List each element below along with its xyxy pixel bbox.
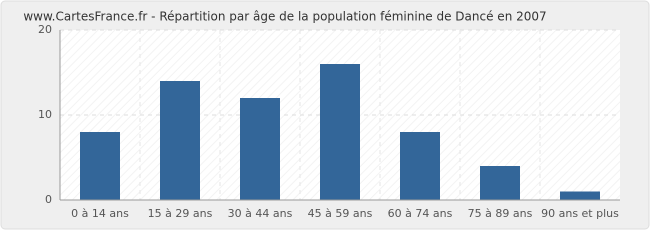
- x-tick-label: 0 à 14 ans: [71, 207, 129, 220]
- bar: [240, 98, 280, 200]
- x-tick-label: 75 à 89 ans: [468, 207, 533, 220]
- x-tick-label: 15 à 29 ans: [148, 207, 213, 220]
- bar: [320, 64, 360, 200]
- y-tick-label: 10: [38, 108, 52, 121]
- chart: www.CartesFrance.fr - Répartition par âg…: [0, 0, 650, 230]
- bar: [480, 166, 520, 200]
- x-tick-label: 60 à 74 ans: [388, 207, 453, 220]
- x-tick-label: 30 à 44 ans: [228, 207, 293, 220]
- bar: [80, 132, 120, 200]
- y-tick-label: 0: [45, 193, 52, 206]
- y-tick-label: 20: [38, 23, 52, 36]
- bar: [400, 132, 440, 200]
- x-tick-label: 45 à 59 ans: [308, 207, 373, 220]
- bar: [160, 81, 200, 200]
- chart-title: www.CartesFrance.fr - Répartition par âg…: [23, 10, 546, 24]
- bar: [560, 191, 600, 200]
- x-tick-label: 90 ans et plus: [541, 207, 619, 220]
